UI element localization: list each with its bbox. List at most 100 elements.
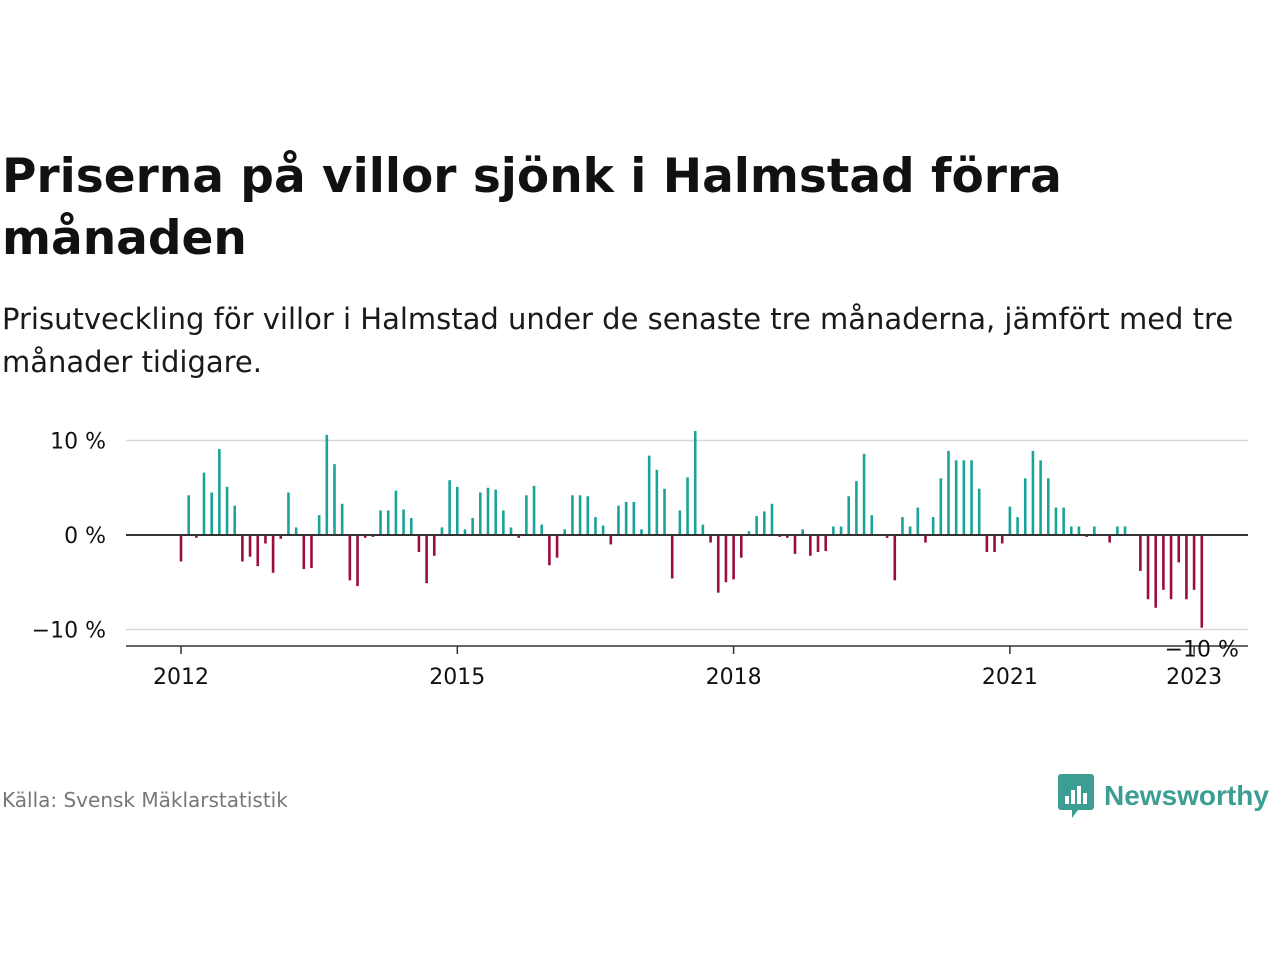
bar	[471, 517, 474, 535]
bar	[832, 526, 835, 535]
bar	[555, 535, 559, 558]
bar	[294, 527, 298, 535]
bar	[716, 535, 720, 593]
bar	[333, 464, 336, 536]
bar	[1108, 535, 1111, 543]
bar	[847, 496, 851, 535]
bar	[486, 487, 490, 535]
y-axis: 10 % 0 % −10 %	[32, 430, 106, 644]
bar	[179, 535, 183, 562]
bar	[924, 535, 927, 543]
bar	[617, 505, 620, 535]
bar	[1192, 535, 1196, 590]
bar	[402, 509, 405, 535]
bar	[693, 431, 697, 535]
bar	[770, 503, 774, 535]
bar	[1177, 535, 1181, 563]
bar	[425, 535, 428, 584]
bar	[686, 477, 689, 535]
bar	[271, 535, 275, 573]
bar	[747, 531, 751, 535]
bar	[287, 492, 290, 535]
chart-subtitle: Prisutveckling för villor i Halmstad und…	[2, 302, 1234, 379]
chart-title: Priserna på villor sjönk i Halmstad förr…	[2, 149, 1062, 266]
bar	[417, 535, 421, 553]
bar	[218, 449, 221, 535]
bar	[463, 529, 467, 535]
bar	[816, 535, 820, 553]
x-tick-label: 2015	[429, 665, 485, 690]
bar	[809, 535, 812, 556]
bar	[264, 535, 267, 544]
bars	[179, 431, 1204, 628]
bar	[363, 535, 367, 538]
bar	[210, 492, 213, 535]
bar	[1023, 478, 1027, 535]
bar	[394, 490, 398, 535]
bar	[624, 501, 628, 535]
bar	[993, 535, 996, 553]
bar	[578, 495, 582, 535]
source-note: Källa: Svensk Mäklarstatistik	[2, 788, 288, 812]
bar	[870, 515, 874, 535]
bar	[241, 535, 244, 562]
bar	[1139, 535, 1142, 571]
bar	[701, 524, 705, 535]
bar	[586, 496, 590, 535]
grid-layer	[126, 439, 1248, 631]
bar	[954, 460, 958, 535]
bar	[739, 535, 743, 558]
bar	[801, 529, 804, 535]
bar	[916, 507, 920, 535]
bar	[939, 478, 943, 535]
bar	[340, 503, 344, 535]
bar	[494, 489, 497, 535]
bar	[1046, 478, 1050, 535]
brand-logo: Newsworthy	[1058, 774, 1269, 818]
bar	[540, 524, 544, 535]
bar	[732, 535, 735, 580]
bar	[1116, 526, 1119, 535]
bar	[908, 526, 912, 535]
newsworthy-logo-icon	[1058, 774, 1094, 818]
bar	[195, 535, 198, 538]
bar	[663, 488, 666, 535]
bar	[755, 516, 758, 535]
bar	[202, 472, 206, 535]
bar	[187, 495, 190, 535]
bar	[1123, 526, 1127, 535]
bar	[1146, 535, 1150, 600]
bar	[356, 535, 359, 587]
bar	[225, 486, 229, 535]
bar	[594, 517, 597, 535]
bar	[970, 460, 973, 535]
bar	[947, 450, 950, 535]
y-tick-label: 10 %	[50, 430, 106, 455]
bar	[525, 495, 528, 535]
bar	[763, 511, 766, 536]
bar	[609, 535, 613, 545]
bar	[386, 510, 390, 535]
bar	[509, 527, 513, 535]
bar	[548, 535, 551, 566]
bar	[824, 535, 827, 552]
bar	[379, 510, 382, 535]
x-tick-label: 2021	[982, 665, 1038, 690]
bar	[448, 480, 451, 535]
bar	[839, 526, 843, 535]
bar	[563, 529, 567, 535]
bar	[432, 535, 436, 556]
bar	[670, 535, 674, 579]
bar	[348, 535, 352, 581]
brand-name: Newsworthy	[1104, 780, 1269, 811]
bar	[1000, 535, 1004, 544]
bar	[901, 517, 904, 535]
bar	[1077, 526, 1081, 535]
bar	[325, 434, 329, 535]
bar	[1185, 535, 1188, 600]
bar	[1039, 460, 1042, 535]
bar	[532, 485, 536, 535]
bar-chart: 10 % 0 % −10 % 2012 2015 2018 2021 2023 −10 %	[32, 430, 1248, 690]
y-tick-label: 0 %	[64, 524, 106, 549]
bar	[517, 535, 520, 538]
